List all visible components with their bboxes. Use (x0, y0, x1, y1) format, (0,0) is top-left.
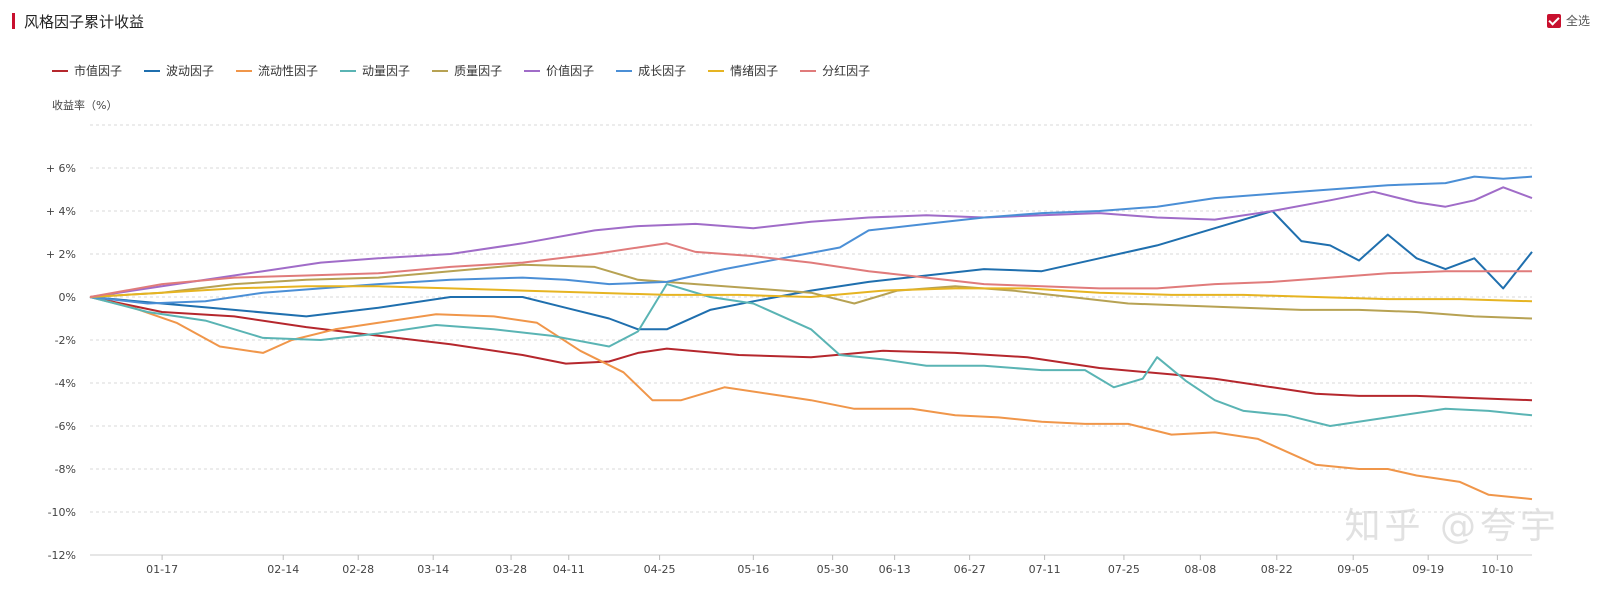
legend-item[interactable]: 价值因子 (524, 62, 594, 79)
x-tick-label: 07-11 (1029, 563, 1061, 576)
legend-item[interactable]: 成长因子 (616, 62, 686, 79)
x-tick-label: 09-19 (1412, 563, 1444, 576)
legend-swatch (144, 69, 161, 72)
y-tick-label: + 2% (46, 248, 76, 261)
panel-title: 风格因子累计收益 (12, 10, 144, 32)
page-title: 风格因子累计收益 (24, 12, 145, 31)
x-tick-label: 05-30 (817, 563, 849, 576)
legend-swatch (340, 69, 357, 72)
watermark-text: 知乎 @夸宇 (1344, 506, 1560, 547)
legend-label: 成长因子 (638, 64, 687, 78)
series-line (89, 296, 1533, 402)
y-tick-label: -6% (55, 420, 76, 433)
x-tick-label: 08-22 (1261, 563, 1293, 576)
checkbox-checked-icon[interactable] (1546, 13, 1561, 28)
legend-swatch (708, 69, 725, 72)
legend-label: 分红因子 (822, 64, 871, 78)
x-tick-label: 09-05 (1337, 563, 1369, 576)
legend-label: 动量因子 (362, 64, 411, 78)
legend-item[interactable]: 流动性因子 (236, 62, 318, 79)
legend-label: 质量因子 (454, 64, 503, 78)
series-line (89, 263, 1533, 320)
legend-item[interactable]: 分红因子 (800, 62, 870, 79)
y-tick-label: -12% (48, 549, 76, 562)
legend-swatch (524, 69, 541, 72)
title-accent-bar (12, 13, 15, 29)
series-line (89, 242, 1532, 298)
x-tick-label: 04-11 (553, 563, 585, 576)
select-all-toggle[interactable]: 全选 (1546, 12, 1590, 29)
x-tick-label: 08-08 (1184, 563, 1216, 576)
x-tick-label: 06-27 (954, 563, 986, 576)
series-line (89, 186, 1533, 298)
x-tick-label: 02-28 (342, 563, 374, 576)
series-line (89, 210, 1533, 331)
x-tick-label: 06-13 (879, 563, 911, 576)
legend-item[interactable]: 波动因子 (144, 62, 214, 79)
x-tick-label: 02-14 (267, 563, 299, 576)
legend-item[interactable]: 情绪因子 (708, 62, 778, 79)
x-tick-label: 04-25 (644, 563, 676, 576)
x-tick-label: 10-10 (1481, 563, 1513, 576)
legend-swatch (236, 69, 253, 72)
x-tick-label: 05-16 (737, 563, 769, 576)
series-line (89, 285, 1533, 303)
series-line (89, 296, 1533, 501)
legend-item[interactable]: 质量因子 (432, 62, 502, 79)
y-axis-label: 收益率（%） (52, 99, 118, 112)
y-tick-label: -2% (55, 334, 76, 347)
x-tick-label: 03-14 (417, 563, 449, 576)
y-tick-label: 0% (59, 291, 76, 304)
select-all-label: 全选 (1565, 14, 1590, 28)
y-tick-label: -10% (48, 506, 76, 519)
y-tick-label: -8% (55, 463, 76, 476)
legend-label: 市值因子 (74, 64, 123, 78)
y-tick-label: + 4% (46, 205, 76, 218)
legend-swatch (800, 69, 817, 72)
legend-swatch (616, 69, 633, 72)
x-tick-label: 01-17 (146, 563, 178, 576)
x-tick-label: 03-28 (495, 563, 527, 576)
legend-label: 流动性因子 (258, 64, 319, 78)
legend-item[interactable]: 动量因子 (340, 62, 410, 79)
legend-swatch (52, 69, 68, 72)
series-line (89, 283, 1533, 427)
chart-legend: 市值因子 波动因子 流动性因子 动量因子 质量因子 价值因子 成长因子 情绪因子 分红因子 (52, 62, 892, 79)
legend-label: 波动因子 (166, 64, 215, 78)
x-tick-label: 07-25 (1108, 563, 1140, 576)
legend-swatch (432, 69, 449, 72)
legend-label: 价值因子 (546, 64, 595, 78)
y-tick-label: + 6% (46, 162, 76, 175)
y-tick-label: -4% (55, 377, 76, 390)
series-line (89, 175, 1533, 305)
legend-item[interactable]: 市值因子 (52, 62, 122, 79)
legend-label: 情绪因子 (730, 64, 779, 78)
